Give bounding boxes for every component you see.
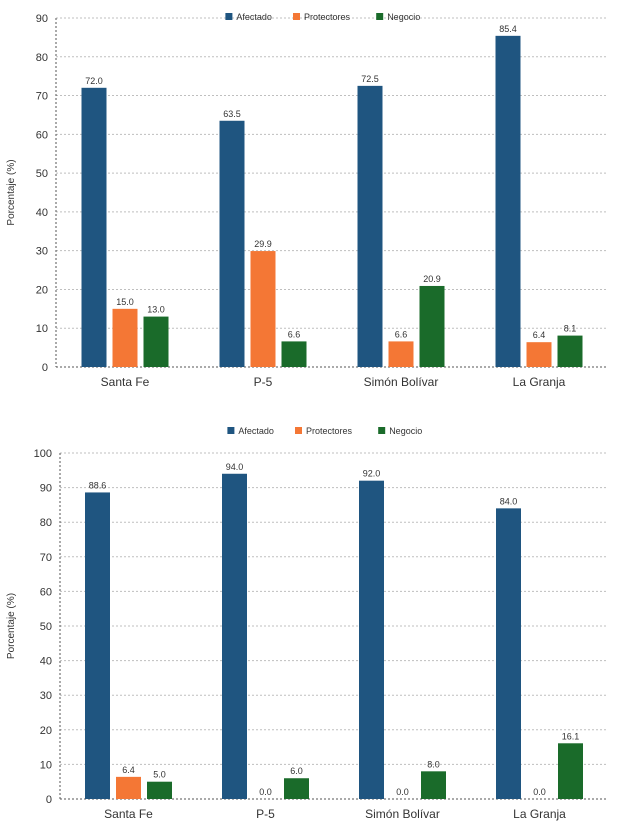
x-category-label: P-5 [254, 375, 273, 389]
data-label: 6.6 [288, 329, 301, 339]
legend: Afectado Protectores Negocio [227, 426, 422, 436]
bar-afectado-3 [357, 85, 383, 367]
y-tick-label: 70 [40, 552, 52, 564]
bar-afectado-4 [495, 35, 521, 368]
legend-item-label: Afectado [238, 426, 274, 436]
x-category-label: Santa Fe [101, 375, 150, 389]
data-label: 20.9 [423, 274, 441, 284]
data-label: 0.0 [259, 787, 272, 797]
y-tick-label: 30 [36, 246, 48, 258]
legend-swatch [295, 427, 302, 434]
y-tick-label: 50 [40, 621, 52, 633]
data-label: 94.0 [226, 462, 244, 472]
legend: Afectado Protectores Negocio [225, 12, 420, 22]
bar-protectores-4 [526, 342, 552, 367]
y-tick-label: 100 [34, 448, 52, 460]
legend-swatch [227, 427, 235, 434]
legend-item-label: Afectado [236, 12, 272, 22]
bar-negocio-1 [147, 781, 172, 799]
bar-afectado-1 [81, 87, 107, 368]
bar-protectores-1 [112, 308, 138, 367]
y-tick-label: 80 [40, 517, 52, 529]
bar-protectores-1 [116, 776, 141, 799]
data-label: 13.0 [147, 305, 165, 315]
legend-item-label: Protectores [304, 12, 351, 22]
y-tick-label: 90 [36, 13, 48, 25]
data-label: 85.4 [499, 24, 517, 34]
y-tick-label: 0 [46, 794, 52, 806]
data-label: 6.6 [395, 329, 408, 339]
bar-negocio-2 [284, 778, 309, 799]
legend-swatch [376, 13, 384, 20]
bar-afectado-2 [222, 473, 247, 799]
data-label: 92.0 [363, 469, 381, 479]
y-axis-title: Porcentaje (%) [6, 159, 17, 225]
data-label: 16.1 [562, 731, 580, 741]
x-category-label: La Granja [513, 807, 566, 821]
data-label: 0.0 [533, 787, 546, 797]
data-label: 6.0 [290, 766, 303, 776]
bar-negocio-3 [421, 771, 446, 799]
data-label: 15.0 [116, 297, 134, 307]
y-tick-label: 90 [40, 483, 52, 495]
legend-item-label: Negocio [387, 12, 420, 22]
data-label: 72.5 [361, 74, 379, 84]
bar-negocio-3 [419, 285, 445, 367]
y-tick-label: 0 [42, 362, 48, 374]
data-label: 72.0 [85, 76, 103, 86]
bar-negocio-2 [281, 341, 307, 367]
x-category-label: Simón Bolívar [365, 807, 440, 821]
y-tick-label: 20 [40, 725, 52, 737]
bar-afectado-2 [219, 120, 245, 367]
y-tick-label: 70 [36, 91, 48, 103]
x-category-label: P-5 [256, 807, 275, 821]
legend-swatch [293, 13, 300, 20]
data-label: 6.4 [122, 765, 135, 775]
bar-afectado-1 [85, 492, 110, 799]
chart-panel-1: 0 10 20 30 40 50 60 70 80 90 Porcentaje (%) 72.0 15.… [6, 12, 608, 389]
y-tick-label: 60 [40, 586, 52, 598]
data-label: 84.0 [500, 496, 518, 506]
x-category-label: Santa Fe [104, 807, 153, 821]
bar-negocio-1 [143, 316, 169, 367]
y-tick-label: 40 [40, 656, 52, 668]
data-label: 6.4 [533, 330, 546, 340]
legend-item-label: Negocio [389, 426, 422, 436]
y-tick-label: 60 [36, 129, 48, 141]
data-label: 5.0 [153, 770, 166, 780]
x-category-label: Simón Bolívar [364, 375, 439, 389]
data-label: 88.6 [89, 480, 107, 490]
y-tick-label: 10 [40, 759, 52, 771]
chart-panel-2: 0 10 20 30 40 50 60 70 80 90 100 Porcentaje (%) 88.6… [6, 426, 608, 821]
data-label: 8.0 [427, 759, 440, 769]
y-tick-label: 30 [40, 690, 52, 702]
legend-item-label: Protectores [306, 426, 353, 436]
legend-swatch [378, 427, 386, 434]
y-tick-label: 10 [36, 323, 48, 335]
data-label: 0.0 [396, 787, 409, 797]
y-tick-label: 40 [36, 207, 48, 219]
y-tick-label: 20 [36, 284, 48, 296]
data-label: 63.5 [223, 109, 241, 119]
bar-afectado-3 [359, 480, 384, 799]
data-label: 29.9 [254, 239, 272, 249]
y-tick-label: 50 [36, 168, 48, 180]
legend-swatch [225, 13, 233, 20]
y-tick-label: 80 [36, 52, 48, 64]
bar-afectado-4 [496, 508, 521, 799]
x-category-label: La Granja [513, 375, 566, 389]
data-label: 8.1 [564, 324, 577, 334]
bar-negocio-4 [558, 743, 583, 799]
bar-protectores-2 [250, 251, 276, 367]
bar-protectores-3 [388, 341, 414, 367]
y-axis-title: Porcentaje (%) [6, 593, 17, 659]
bar-negocio-4 [557, 335, 583, 367]
